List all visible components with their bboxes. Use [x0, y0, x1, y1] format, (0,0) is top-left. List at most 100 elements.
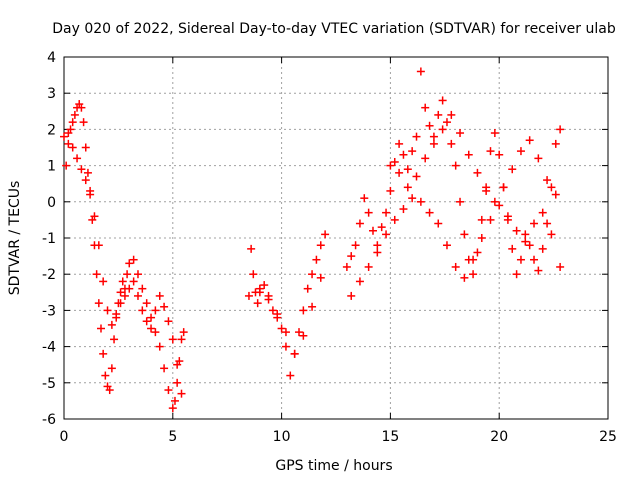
data-point	[547, 183, 556, 192]
data-point	[264, 295, 273, 304]
data-point	[316, 241, 325, 250]
data-point	[456, 129, 465, 138]
data-point	[308, 270, 317, 279]
data-point	[382, 208, 391, 217]
data-point	[395, 139, 404, 148]
data-point	[90, 212, 99, 221]
data-point	[118, 277, 127, 286]
data-point	[530, 219, 539, 228]
data-point	[382, 230, 391, 239]
y-tick-label: -3	[42, 303, 56, 319]
data-point	[390, 157, 399, 166]
data-point	[395, 168, 404, 177]
data-point	[421, 103, 430, 112]
x-tick-label: 15	[381, 429, 399, 445]
data-point	[164, 386, 173, 395]
data-point	[151, 306, 160, 315]
data-point	[442, 241, 451, 250]
data-point	[125, 284, 134, 293]
data-point	[142, 299, 151, 308]
data-point	[81, 143, 90, 152]
data-point	[486, 147, 495, 156]
data-point	[342, 262, 351, 271]
data-point	[460, 230, 469, 239]
data-point	[105, 386, 114, 395]
data-point	[460, 273, 469, 282]
data-point	[79, 118, 88, 127]
data-point	[534, 154, 543, 163]
y-tick-label: -4	[42, 340, 56, 356]
data-point	[160, 364, 169, 373]
data-point	[412, 172, 421, 181]
data-point	[170, 396, 179, 405]
data-point	[377, 223, 386, 232]
data-point	[299, 306, 308, 315]
data-point	[390, 215, 399, 224]
data-point	[179, 328, 188, 337]
data-point	[103, 306, 112, 315]
data-point	[255, 284, 264, 293]
data-point	[399, 150, 408, 159]
x-axis-label: GPS time / hours	[275, 458, 392, 474]
data-point	[286, 371, 295, 380]
data-point	[86, 186, 95, 195]
data-point	[521, 230, 530, 239]
data-point	[312, 255, 321, 264]
x-tick-label: 5	[168, 429, 177, 445]
data-point	[525, 136, 534, 145]
data-point	[281, 342, 290, 351]
data-point	[412, 132, 421, 141]
y-tick-label: 3	[47, 86, 56, 102]
data-point	[281, 328, 290, 337]
data-point	[107, 320, 116, 329]
grid-lines	[64, 57, 608, 419]
data-point	[355, 219, 364, 228]
data-point	[512, 226, 521, 235]
data-point	[277, 324, 286, 333]
data-point	[477, 215, 486, 224]
data-point	[138, 306, 147, 315]
data-point	[155, 342, 164, 351]
data-point	[355, 277, 364, 286]
data-point	[477, 234, 486, 242]
data-point	[516, 147, 525, 156]
data-point	[438, 125, 447, 134]
data-point	[360, 194, 369, 203]
x-tick-label: 0	[60, 429, 69, 445]
data-point	[77, 103, 86, 112]
data-point	[556, 262, 565, 271]
data-point	[173, 378, 182, 387]
data-point	[495, 150, 504, 159]
data-point	[399, 205, 408, 214]
data-point	[164, 317, 173, 326]
data-point	[60, 132, 68, 141]
data-point	[551, 139, 560, 148]
data-point	[425, 121, 434, 130]
data-point	[451, 161, 460, 170]
data-point	[525, 241, 534, 250]
data-point	[534, 266, 543, 275]
x-tick-label: 20	[490, 429, 508, 445]
y-tick-label: 0	[47, 195, 56, 211]
data-point	[499, 183, 508, 192]
data-point	[64, 139, 73, 148]
data-point	[92, 270, 101, 279]
data-point	[70, 110, 79, 119]
data-point	[94, 299, 103, 308]
data-point	[290, 349, 299, 358]
data-point	[373, 241, 382, 250]
data-point	[469, 270, 478, 279]
data-points	[60, 67, 565, 413]
data-point	[168, 404, 177, 413]
data-point	[177, 335, 186, 344]
data-point	[456, 197, 465, 206]
data-point	[120, 291, 129, 300]
data-point	[543, 176, 552, 185]
data-point	[83, 168, 92, 177]
y-tick-label: -1	[42, 231, 56, 247]
data-point	[538, 208, 547, 217]
data-point	[438, 96, 447, 105]
data-point	[81, 176, 90, 185]
data-point	[273, 310, 282, 319]
data-point	[101, 371, 110, 380]
